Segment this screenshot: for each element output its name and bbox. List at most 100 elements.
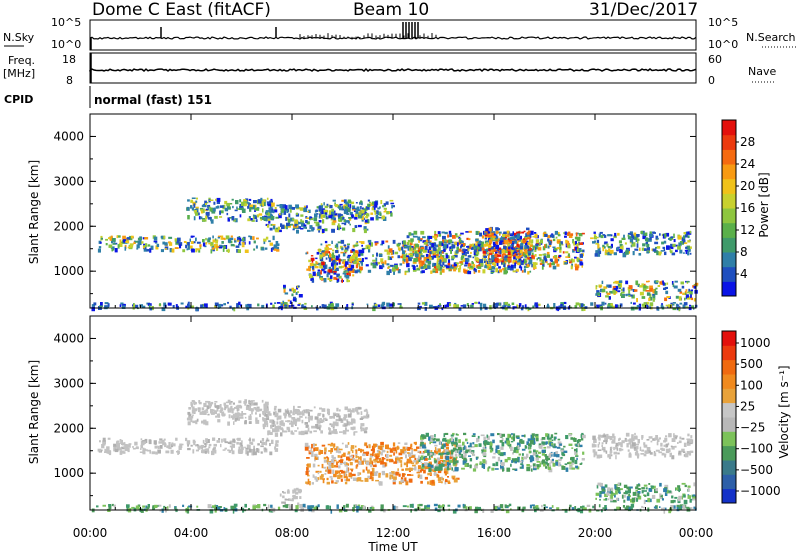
echo-cell bbox=[210, 409, 214, 414]
echo-cell bbox=[668, 237, 670, 240]
echo-cell bbox=[141, 305, 146, 308]
echo-cell bbox=[220, 409, 222, 413]
echo-cell bbox=[195, 197, 198, 200]
echo-cell bbox=[359, 417, 364, 420]
echo-cell bbox=[434, 444, 438, 447]
echo-cell bbox=[448, 459, 453, 463]
echo-cell bbox=[565, 467, 569, 472]
echo-cell bbox=[176, 241, 179, 244]
echo-cell bbox=[226, 404, 229, 408]
echo-cell bbox=[677, 304, 680, 306]
echo-cell bbox=[368, 203, 371, 207]
echo-cell bbox=[504, 307, 508, 311]
echo-cell bbox=[468, 230, 472, 233]
echo-cell bbox=[287, 225, 291, 228]
echo-cell bbox=[504, 440, 508, 444]
echo-cell bbox=[406, 245, 410, 249]
echo-cell bbox=[343, 210, 348, 214]
echo-cell bbox=[315, 424, 319, 429]
echo-cell bbox=[482, 245, 484, 249]
echo-cell bbox=[253, 240, 256, 244]
echo-cell bbox=[644, 450, 647, 454]
echo-cell bbox=[370, 217, 374, 221]
echo-cell bbox=[512, 248, 516, 253]
echo-cell bbox=[475, 457, 478, 460]
echo-cell bbox=[187, 199, 190, 202]
echo-cell bbox=[424, 307, 427, 311]
echo-cell bbox=[512, 231, 514, 235]
echo-cell bbox=[187, 506, 190, 511]
echo-cell bbox=[529, 247, 532, 251]
echo-cell bbox=[627, 236, 632, 240]
echo-cell bbox=[208, 199, 211, 202]
echo-cell bbox=[519, 253, 522, 255]
echo-cell bbox=[101, 444, 105, 449]
echo-cell bbox=[471, 243, 475, 247]
echo-cell bbox=[666, 489, 669, 494]
echo-cell bbox=[340, 251, 345, 254]
echo-cell bbox=[208, 446, 211, 449]
echo-cell bbox=[324, 205, 328, 209]
nsky-tick-top: 10^5 bbox=[51, 16, 81, 29]
echo-cell bbox=[687, 240, 691, 243]
echo-cell bbox=[521, 260, 524, 263]
echo-cell bbox=[296, 412, 301, 416]
echo-cell bbox=[409, 233, 414, 236]
echo-cell bbox=[579, 261, 583, 266]
echo-cell bbox=[608, 284, 612, 288]
echo-cell bbox=[686, 438, 691, 441]
echo-cell bbox=[249, 405, 251, 409]
echo-cell bbox=[360, 252, 364, 256]
echo-cell bbox=[279, 213, 282, 216]
echo-cell bbox=[244, 203, 248, 206]
echo-cell bbox=[205, 237, 207, 241]
echo-cell bbox=[190, 235, 194, 238]
echo-cell bbox=[596, 290, 600, 294]
echo-cell bbox=[328, 215, 333, 219]
echo-cell bbox=[347, 268, 349, 272]
echo-cell bbox=[434, 466, 439, 470]
freq-label-line1: Freq. bbox=[8, 54, 35, 67]
echo-cell bbox=[275, 243, 280, 246]
echo-cell bbox=[327, 244, 331, 246]
echo-cell bbox=[464, 463, 468, 467]
echo-cell bbox=[442, 452, 447, 455]
echo-cell bbox=[607, 498, 610, 501]
echo-cell bbox=[533, 262, 537, 268]
echo-cell bbox=[244, 201, 248, 205]
echo-cell bbox=[667, 442, 670, 446]
echo-cell bbox=[598, 441, 601, 445]
echo-cell bbox=[610, 446, 613, 449]
echo-cell bbox=[193, 203, 196, 208]
echo-cell bbox=[616, 247, 619, 251]
echo-cell bbox=[343, 262, 346, 267]
echo-cell bbox=[223, 402, 226, 406]
echo-cell bbox=[579, 253, 583, 258]
echo-cell bbox=[620, 293, 623, 297]
echo-cell bbox=[663, 488, 668, 493]
colorbar-swatch bbox=[722, 222, 736, 238]
echo-cell bbox=[450, 250, 452, 254]
echo-cell bbox=[547, 235, 551, 239]
echo-cell bbox=[499, 250, 502, 255]
echo-cell bbox=[253, 407, 257, 409]
echo-cell bbox=[625, 439, 628, 442]
echo-cell bbox=[514, 468, 518, 471]
echo-cell bbox=[240, 442, 243, 447]
echo-cell bbox=[642, 506, 645, 509]
echo-cell bbox=[190, 444, 193, 447]
echo-cell bbox=[686, 294, 689, 298]
echo-cell bbox=[291, 304, 295, 307]
echo-cell bbox=[632, 236, 635, 240]
echo-cell bbox=[267, 504, 270, 509]
echo-cell bbox=[351, 473, 356, 477]
echo-cell bbox=[420, 266, 424, 270]
echo-cell bbox=[243, 402, 247, 404]
echo-cell bbox=[529, 270, 532, 273]
echo-cell bbox=[444, 239, 448, 244]
echo-cell bbox=[420, 255, 425, 258]
echo-cell bbox=[686, 506, 690, 509]
echo-cell bbox=[462, 243, 465, 247]
echo-cell bbox=[285, 420, 289, 422]
echo-cell bbox=[268, 209, 272, 214]
